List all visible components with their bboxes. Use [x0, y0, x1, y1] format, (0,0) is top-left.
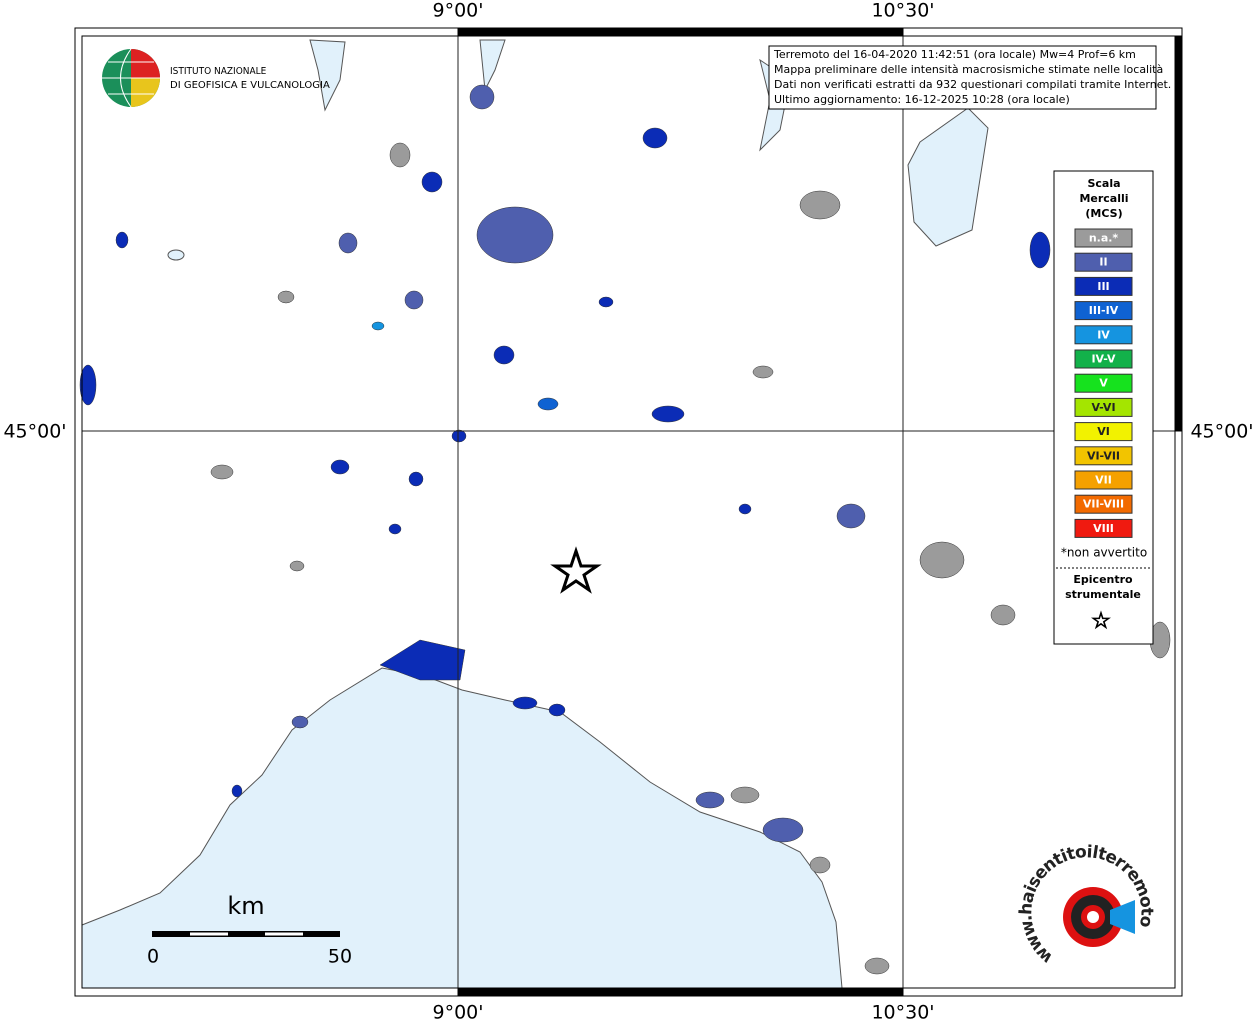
- lat-label: 45°00': [1190, 421, 1253, 443]
- legend-swatch: [1074, 397, 1133, 417]
- legend-label: IV: [1097, 328, 1110, 341]
- legend-label: II: [1099, 256, 1107, 269]
- epicenter: [550, 546, 602, 594]
- legend-swatch: [1074, 470, 1133, 490]
- scale-label: 50: [328, 946, 352, 968]
- info-line: Dati non verificati estratti da 932 ques…: [774, 78, 1171, 91]
- legend-label: n.a.*: [1089, 232, 1119, 245]
- legend-title: (MCS): [1085, 207, 1122, 220]
- lon-label: 10°30': [871, 0, 934, 22]
- lon-label: 9°00': [433, 0, 484, 22]
- legend-label: VIII: [1093, 522, 1114, 535]
- legend-label: IV-V: [1091, 353, 1116, 366]
- lon-label: 9°00': [433, 1002, 484, 1024]
- legend-swatch: [1074, 422, 1133, 442]
- legend-swatch: [1074, 349, 1133, 369]
- institute-line: ISTITUTO NAZIONALE: [170, 66, 267, 77]
- scale-label: 0: [147, 946, 159, 968]
- legend-label: V: [1099, 377, 1108, 390]
- institute-line: DI GEOFISICA E VULCANOLOGIA: [170, 80, 330, 91]
- scale-bar: [152, 931, 340, 937]
- ingv-logo: [102, 48, 160, 108]
- site-logo: [1063, 887, 1135, 947]
- lake: [479, 39, 506, 92]
- legend-label: VI-VII: [1087, 449, 1120, 462]
- legend-swatch: [1074, 494, 1133, 514]
- legend-swatch: [1074, 252, 1133, 272]
- epicenter-symbol: ☆: [1091, 609, 1111, 634]
- legend-label: VII-VIII: [1083, 498, 1124, 511]
- legend-swatch: [1074, 518, 1133, 538]
- legend-swatch: [1074, 373, 1133, 393]
- legend-title: Mercalli: [1079, 192, 1128, 205]
- legend-epicenter: Epicentro: [1073, 573, 1133, 586]
- legend-swatch: [1074, 446, 1133, 466]
- lake: [907, 107, 989, 247]
- sea: [81, 667, 843, 989]
- towns: [79, 84, 1171, 975]
- legend-label: VI: [1097, 425, 1110, 438]
- frame: [74, 27, 1183, 997]
- scale-unit: km: [227, 892, 264, 920]
- legend-swatch: [1074, 228, 1133, 248]
- lat-label: 45°00': [3, 421, 66, 443]
- legend-swatch: [1074, 325, 1133, 345]
- info-line: Ultimo aggiornamento: 16-12-2025 10:28 (…: [774, 93, 1070, 106]
- legend-label: III-IV: [1089, 304, 1119, 317]
- legend-label: VII: [1095, 474, 1112, 487]
- legend-epicenter: strumentale: [1065, 588, 1141, 601]
- legend-note: *non avvertito: [1061, 546, 1147, 560]
- info-line: Mappa preliminare delle intensità macros…: [774, 63, 1163, 76]
- lake: [309, 39, 346, 112]
- info-box: [768, 45, 1157, 110]
- info-line: Terremoto del 16-04-2020 11:42:51 (ora l…: [773, 48, 1136, 61]
- legend-title: Scala: [1087, 177, 1120, 190]
- legend-swatch: [1074, 276, 1133, 296]
- graticule: [82, 36, 1175, 988]
- lon-label: 10°30': [871, 1002, 934, 1024]
- legend-label: V-VI: [1091, 401, 1115, 414]
- legend-swatch: [1074, 301, 1133, 321]
- legend-label: III: [1097, 280, 1109, 293]
- lake: [167, 249, 185, 261]
